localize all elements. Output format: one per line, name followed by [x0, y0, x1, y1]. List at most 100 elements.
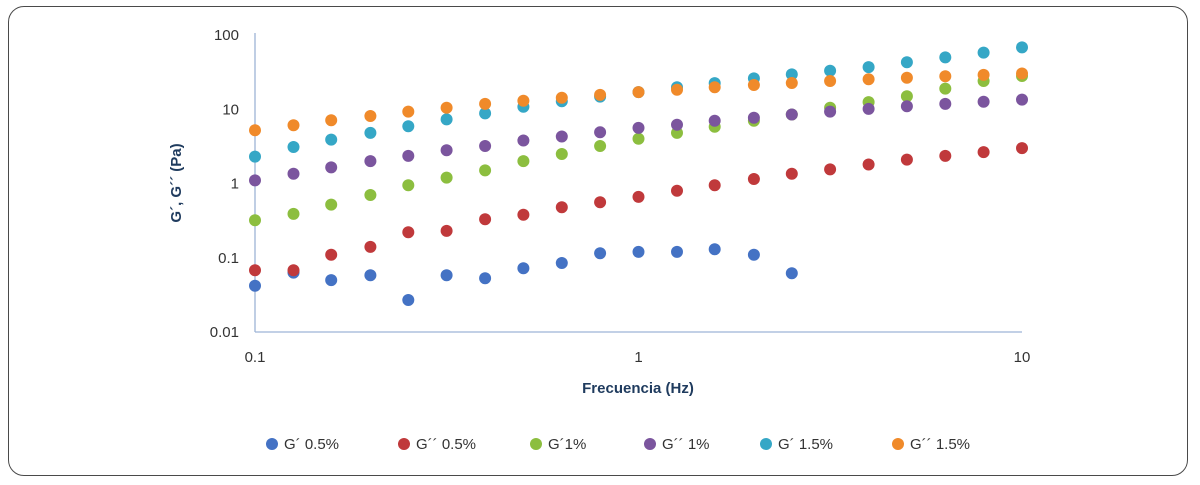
legend-label: G´ 0.5% — [284, 436, 339, 453]
data-point — [1016, 41, 1028, 54]
data-point — [862, 158, 875, 171]
data-point — [1016, 142, 1028, 155]
data-point — [671, 184, 683, 197]
data-point — [555, 91, 568, 104]
data-point — [708, 243, 721, 256]
y-tick-label: 0.1 — [218, 250, 239, 267]
data-point — [747, 173, 760, 185]
data-point — [900, 56, 913, 69]
legend-label: G´´ 0.5% — [416, 436, 476, 453]
data-point — [402, 226, 415, 239]
data-point — [555, 148, 568, 160]
legend-label: G´ 1.5% — [778, 436, 833, 453]
data-point — [1016, 67, 1028, 80]
series-group — [249, 142, 1028, 277]
data-point — [632, 121, 645, 134]
data-point — [632, 132, 645, 145]
series-group — [249, 67, 1028, 137]
data-point — [785, 77, 798, 89]
data-point — [900, 153, 913, 166]
series-group — [249, 243, 798, 306]
data-point — [249, 124, 261, 137]
data-point — [325, 248, 338, 261]
data-point — [555, 201, 568, 214]
data-point — [402, 105, 415, 118]
y-tick-label: 1 — [231, 176, 239, 193]
y-tick-label: 100 — [214, 27, 239, 44]
data-point — [479, 213, 492, 226]
data-point — [900, 71, 913, 84]
data-point — [479, 140, 492, 152]
data-point — [364, 110, 377, 122]
data-point — [632, 190, 645, 203]
data-point — [900, 90, 913, 103]
data-point — [517, 94, 530, 107]
data-point — [479, 164, 492, 177]
data-point — [977, 95, 990, 108]
data-point — [402, 120, 415, 133]
data-point — [517, 155, 530, 168]
data-point — [364, 269, 377, 282]
data-point — [671, 126, 683, 139]
data-point — [747, 79, 760, 91]
data-point — [632, 245, 645, 258]
data-point — [517, 208, 530, 221]
data-point — [249, 214, 261, 227]
data-point — [517, 134, 530, 147]
data-point — [939, 82, 952, 95]
data-point — [325, 114, 338, 127]
data-point — [479, 272, 492, 285]
data-point — [364, 155, 377, 168]
data-point — [325, 161, 338, 174]
data-point — [939, 97, 952, 110]
data-point — [287, 119, 300, 132]
data-point — [708, 114, 721, 127]
data-point — [900, 100, 913, 113]
x-tick-label: 10 — [1014, 349, 1031, 366]
legend-label: G´´ 1% — [662, 436, 710, 453]
legend: G´ 0.5% G´´ 0.5% G´1% G´´ 1% G´ 1.5% G´´ 1.5% — [266, 436, 970, 453]
data-point — [364, 240, 377, 253]
data-point — [824, 105, 837, 118]
data-point — [671, 245, 683, 258]
data-point — [249, 150, 261, 163]
data-point — [939, 70, 952, 83]
data-point — [325, 274, 338, 287]
data-point — [824, 75, 837, 87]
data-point — [824, 64, 837, 77]
data-point — [594, 140, 607, 152]
data-points — [249, 41, 1028, 306]
data-point — [287, 207, 300, 220]
x-tick-label: 1 — [634, 349, 642, 366]
data-point — [862, 102, 875, 115]
data-point — [785, 267, 798, 280]
data-point — [440, 144, 453, 157]
data-point — [402, 294, 415, 306]
data-point — [594, 196, 607, 209]
data-point — [977, 68, 990, 81]
data-point — [440, 101, 453, 114]
x-axis-title: Frecuencia (Hz) — [582, 380, 694, 397]
data-point — [862, 73, 875, 86]
data-point — [325, 133, 338, 146]
data-point — [862, 61, 875, 74]
data-point — [785, 68, 798, 81]
data-point — [824, 163, 837, 176]
legend-marker — [530, 438, 542, 450]
data-point — [555, 130, 568, 143]
data-point — [977, 146, 990, 159]
data-point — [708, 179, 721, 192]
data-point — [479, 97, 492, 110]
data-point — [402, 149, 415, 162]
data-point — [785, 108, 798, 121]
y-tick-label: 0.01 — [210, 324, 239, 341]
data-point — [249, 174, 261, 187]
y-tick-label: 10 — [222, 101, 239, 118]
data-point — [632, 86, 645, 99]
data-point — [440, 224, 453, 237]
legend-marker — [644, 438, 656, 450]
data-point — [977, 46, 990, 59]
data-point — [671, 118, 683, 131]
data-point — [364, 189, 377, 201]
